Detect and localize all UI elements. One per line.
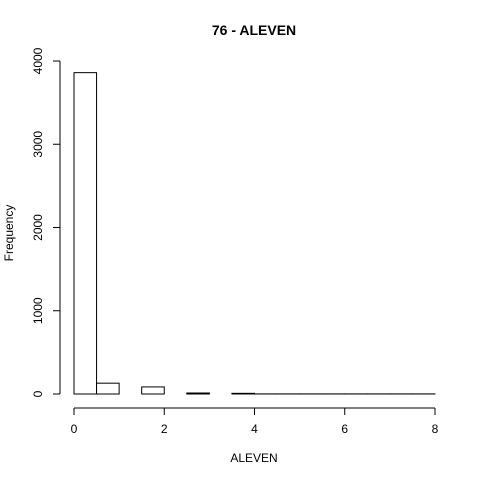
histogram-bar-1 bbox=[96, 382, 120, 395]
chart-title: 76 - ALEVEN bbox=[212, 22, 296, 38]
bars-group bbox=[73, 72, 436, 395]
histogram-bar-3 bbox=[141, 386, 165, 395]
y-tick-label-1: 1000 bbox=[31, 297, 45, 324]
x-tick-label-3: 6 bbox=[341, 422, 348, 436]
histogram-bar-5 bbox=[186, 392, 210, 395]
y-axis-label: Frequency bbox=[2, 205, 16, 262]
y-tick-label-4: 4000 bbox=[31, 47, 45, 74]
y-tick-label-3: 3000 bbox=[31, 131, 45, 158]
y-axis: 0 1000 2000 3000 4000 bbox=[31, 47, 61, 397]
x-axis: 0 2 4 6 8 bbox=[71, 407, 439, 436]
histogram-bar-7 bbox=[231, 392, 255, 395]
x-tick-label-2: 4 bbox=[251, 422, 258, 436]
histogram-bar-0 bbox=[73, 72, 98, 395]
x-tick-label-1: 2 bbox=[161, 422, 168, 436]
x-tick-label-4: 8 bbox=[432, 422, 439, 436]
y-tick-label-2: 2000 bbox=[31, 214, 45, 241]
y-tick-label-0: 0 bbox=[31, 390, 45, 397]
x-axis-label: ALEVEN bbox=[230, 451, 277, 465]
x-tick-label-0: 0 bbox=[71, 422, 78, 436]
